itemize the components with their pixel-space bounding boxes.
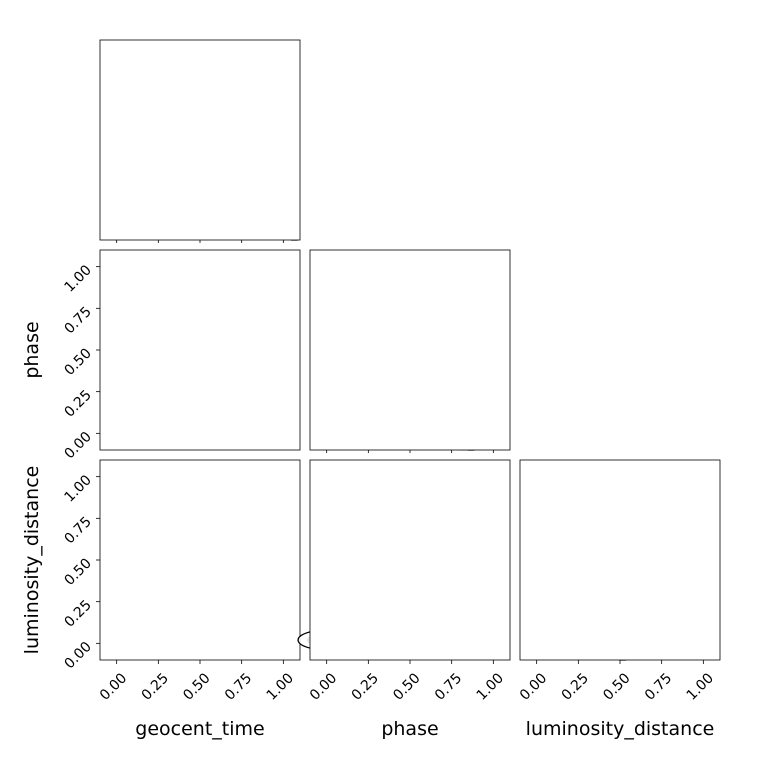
hist-phase-bg	[310, 250, 510, 450]
hist-luminosity_distance-bg	[520, 460, 720, 660]
hist-geocent_time-bg	[100, 40, 300, 240]
2d-phase_vs_geocent_time-bg	[100, 250, 300, 450]
